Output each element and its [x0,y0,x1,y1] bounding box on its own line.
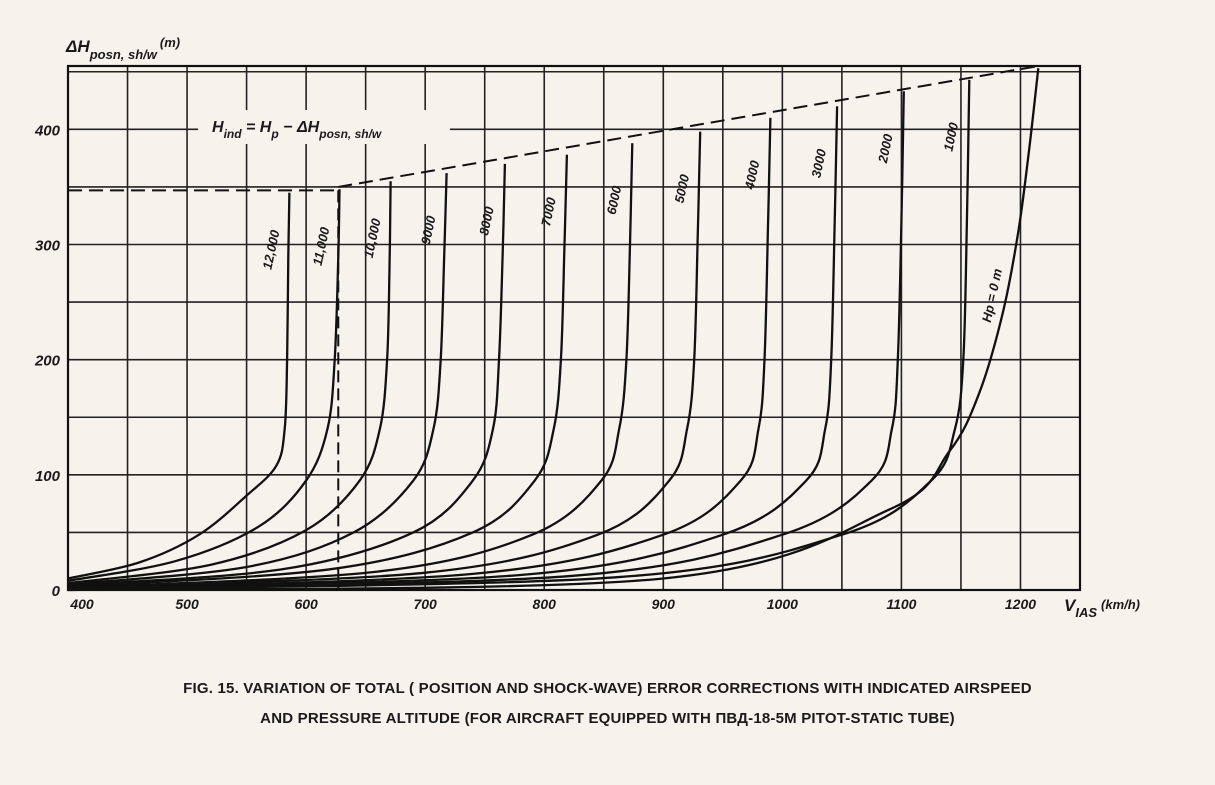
curve-3000 [67,106,839,590]
x-tick-label: 500 [175,596,199,612]
formula-posn: posn, sh/w [318,127,382,141]
formula-minus: − ΔH [279,119,320,136]
plot-frame [66,64,1082,592]
curve-label: 10,000 [361,216,384,259]
x-axis-label-base: V [1064,596,1077,615]
y-tick-label: 100 [35,468,61,485]
formula-annotation: Hind = Hp − ΔHposn, sh/w [198,110,450,144]
x-tick-label: 900 [652,596,676,612]
curve-label: 1000 [941,120,962,152]
curve-2000 [67,91,905,590]
curve-hp0m [67,68,1040,592]
curve-11000 [67,189,341,582]
formula-ind: ind [224,127,243,141]
curve-7000 [67,154,569,588]
formula-h: H [212,119,224,136]
x-tick-label: 1100 [886,596,916,612]
x-tick-label: 600 [294,596,318,612]
axes [66,64,1082,592]
curve-label: 3000 [808,147,829,179]
y-tick-label: 400 [34,122,61,139]
x-tick-label: 1200 [1005,596,1036,612]
formula-eq: = H [242,119,272,136]
curve-label: 7000 [538,195,559,227]
curve-4000 [67,117,772,590]
curve-label: 5000 [671,172,692,204]
curve-6000 [67,143,634,589]
curve-label: 12,000 [260,228,283,271]
curve-9000 [67,173,448,586]
curve-label: 8000 [476,204,497,236]
x-axis-label-unit: (km/h) [1101,597,1140,612]
grid [68,66,1080,590]
x-tick-label: 800 [533,596,557,612]
x-tick-label: 700 [413,596,437,612]
formula-p: p [270,127,278,141]
y-tick-label: 300 [35,238,61,255]
x-tick-label: 1000 [767,596,798,612]
x-tick-label: 400 [69,596,94,612]
y-axis-label-sub: posn, sh/w [89,47,158,62]
curve-10000 [67,181,392,585]
y-tick-label: 0 [52,583,61,600]
y-tick-label: 200 [34,353,61,370]
envelope-dashed-line [338,65,1039,188]
y-axis-label: ΔHposn, sh/w(m) [65,35,180,62]
curves [67,65,1040,592]
curve-5000 [67,131,702,589]
tick-labels: 0 100 200 300 400 400 500 600 700 800 900 1000 1100 1… [34,122,1036,612]
curve-label: 4000 [741,158,762,191]
curve-8000 [67,163,507,587]
curve-12000 [67,192,291,580]
caption-line-2: AND PRESSURE ALTITUDE (FOR AIRCRAFT EQUI… [260,710,955,727]
curve-label: 2000 [875,132,896,165]
curve-label: 6000 [604,184,625,216]
curve-label: 11,000 [310,225,333,267]
x-axis-label: VIAS (km/h) [1064,596,1140,620]
y-axis-label-base: ΔH [65,37,90,56]
curve-label: 9000 [418,214,439,246]
x-axis-label-sub: IAS [1075,605,1097,620]
caption-line-1: FIG. 15. VARIATION OF TOTAL ( POSITION A… [183,680,1032,697]
svg-text:Hind = Hp − ΔHposn, sh/w: Hind = Hp − ΔHposn, sh/w [212,119,382,141]
y-axis-label-unit: (m) [160,35,180,50]
